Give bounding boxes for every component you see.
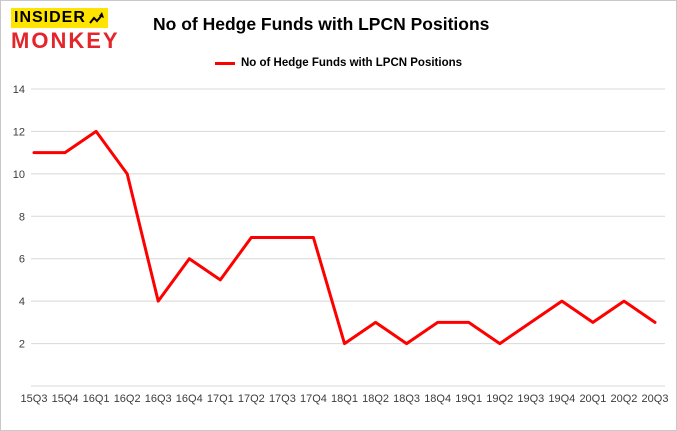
y-axis-label: 4	[19, 296, 25, 308]
y-axis-label: 12	[13, 126, 25, 138]
x-axis-label: 20Q3	[642, 393, 669, 405]
logo-monkey-text: MONKEY	[11, 28, 120, 53]
legend[interactable]: No of Hedge Funds with LPCN Positions	[1, 57, 676, 69]
x-axis-label: 19Q3	[517, 393, 544, 405]
logo-insider-row: INSIDER	[11, 8, 108, 28]
x-axis-label: 17Q1	[207, 393, 234, 405]
y-axis-label: 14	[13, 84, 25, 96]
insider-monkey-logo: INSIDER MONKEY	[11, 8, 120, 52]
x-axis-label: 18Q2	[362, 393, 389, 405]
page-title: No of Hedge Funds with LPCN Positions	[153, 14, 490, 34]
x-axis-label: 18Q3	[393, 393, 420, 405]
x-axis-label: 19Q4	[548, 393, 575, 405]
logo-insider-text: INSIDER	[14, 9, 86, 26]
stock-arrow-icon	[89, 11, 104, 24]
x-axis-label: 17Q3	[269, 393, 296, 405]
y-axis-label: 8	[19, 211, 25, 223]
x-axis-label: 16Q2	[114, 393, 141, 405]
legend-line-swatch	[214, 61, 235, 65]
series-line	[32, 129, 657, 346]
x-axis-label: 18Q4	[424, 393, 451, 405]
x-axis-label: 19Q2	[486, 393, 513, 405]
x-axis-label: 16Q3	[145, 393, 172, 405]
x-axis-label: 16Q1	[83, 393, 110, 405]
x-axis-label: 17Q2	[238, 393, 265, 405]
x-axis-label: 18Q1	[331, 393, 358, 405]
x-axis-label: 17Q4	[300, 393, 327, 405]
x-axis-label: 15Q3	[21, 393, 48, 405]
x-axis-label: 19Q1	[455, 393, 482, 405]
x-axis-label: 20Q2	[610, 393, 637, 405]
x-axis-label: 15Q4	[52, 393, 79, 405]
y-axis-label: 6	[19, 254, 25, 266]
y-axis-label: 10	[13, 169, 25, 181]
x-axis-label: 16Q4	[176, 393, 203, 405]
legend-label: No of Hedge Funds with LPCN Positions	[240, 57, 463, 69]
y-axis-label: 2	[19, 339, 25, 351]
x-axis-label: 20Q1	[579, 393, 606, 405]
